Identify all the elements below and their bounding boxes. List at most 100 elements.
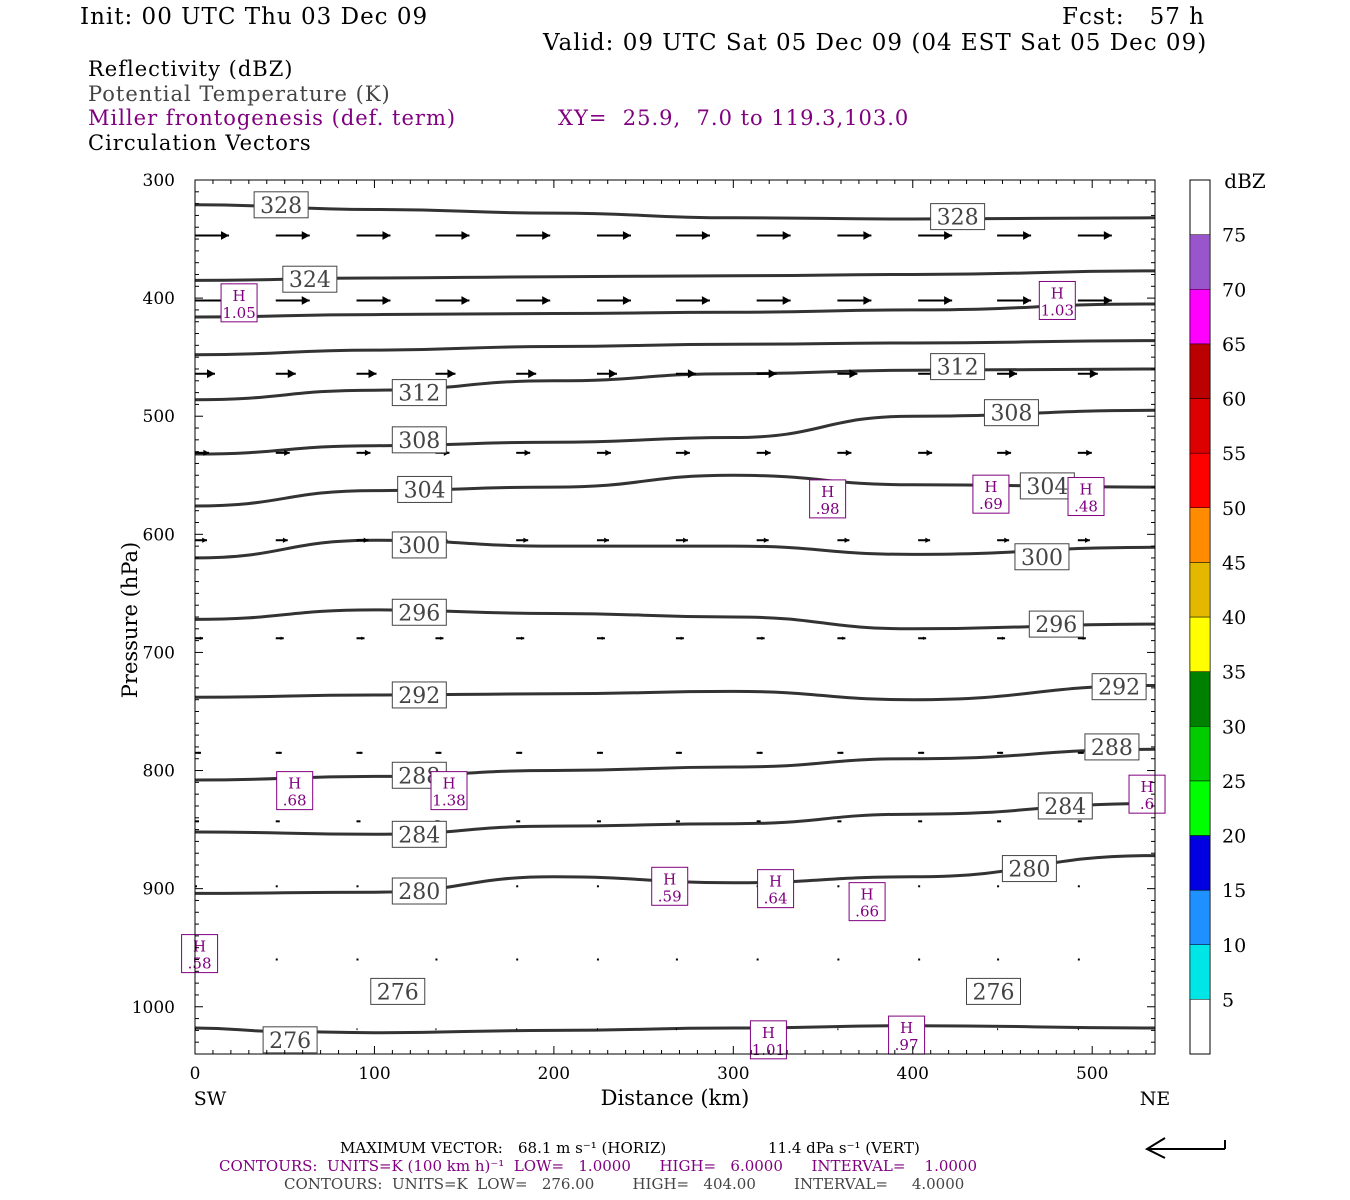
circulation-vector-head	[944, 231, 953, 240]
theta-contour-328	[194, 203, 1156, 221]
circulation-vector-head	[1000, 751, 1004, 755]
fronto-high-symbol: H	[900, 1019, 913, 1037]
max-vector-label: MAXIMUM VECTOR:	[340, 1139, 503, 1157]
fronto-high-symbol: H	[861, 886, 874, 904]
theta-label: 296	[1035, 613, 1077, 638]
fronto-high-box	[809, 479, 847, 519]
colorbar-swatch	[1189, 835, 1211, 891]
theta-label-box	[1091, 673, 1147, 701]
circulation-vector-head	[944, 296, 953, 305]
theta-label-box	[391, 531, 447, 559]
theta-label: 300	[1021, 546, 1063, 571]
circulation-vector-head	[763, 537, 769, 543]
circulation-vector-head	[301, 231, 310, 240]
theta-label-box	[930, 203, 986, 231]
circulation-vector-head	[678, 820, 680, 823]
circulation-vector-head	[683, 537, 688, 543]
theta-contour-316	[194, 339, 1156, 357]
fronto-high-value: 1.03	[1041, 301, 1074, 319]
theta-contour-288	[194, 747, 1156, 782]
circulation-vector-head	[1009, 369, 1018, 379]
circulation-vector-head	[203, 449, 209, 456]
theta-label-box	[391, 681, 447, 709]
colorbar-swatch	[1189, 398, 1211, 454]
circulation-vector-head	[279, 751, 282, 755]
x-tick-label: 300	[717, 1064, 749, 1084]
circulation-vector-head	[680, 636, 684, 641]
theta-label: 308	[398, 429, 440, 454]
circulation-vector-head	[368, 369, 377, 379]
colorbar-label: 65	[1222, 334, 1246, 356]
fronto-high-value: .68	[283, 792, 307, 810]
circulation-vector-head	[202, 537, 207, 543]
circulation-vector-head	[461, 231, 470, 240]
circulation-vector-head	[364, 449, 371, 456]
circulation-vector-head	[1103, 231, 1112, 240]
reference-vector-arrow	[1144, 1137, 1226, 1159]
circulation-vector-head	[782, 231, 791, 240]
fronto-high-value: .98	[816, 500, 840, 518]
circulation-vector-head	[920, 820, 923, 823]
circulation-vector-head	[849, 369, 858, 379]
circulation-vector-head	[1081, 751, 1084, 755]
theta-label: 312	[937, 356, 979, 381]
circulation-vector-head	[1023, 231, 1032, 240]
circulation-vector-head	[519, 751, 523, 755]
circulation-vector-head	[199, 636, 203, 641]
colorbar-label: 15	[1222, 880, 1246, 902]
fronto-high-value: .97	[895, 1036, 919, 1054]
colorbar-label: 20	[1222, 826, 1246, 848]
theta-label-box	[282, 265, 338, 293]
colorbar-title: dBZ	[1224, 169, 1266, 193]
field-frontogenesis: Miller frontogenesis (def. term)	[88, 106, 457, 130]
circulation-vector-head	[761, 636, 765, 641]
y-tick-label: 400	[143, 289, 175, 309]
circulation-vector-head	[542, 231, 551, 240]
circulation-vector-head	[1103, 296, 1112, 305]
colorbar-swatch	[1189, 289, 1211, 345]
colorbar-swatch	[1189, 507, 1211, 563]
max-vector-vert: 11.4 dPa s⁻¹ (VERT)	[768, 1139, 920, 1157]
theta-label: 296	[398, 601, 440, 626]
circulation-vector-head	[839, 820, 842, 823]
circulation-vector-head	[605, 449, 611, 456]
circulation-vector-head	[440, 636, 444, 641]
x-tick-label: 400	[897, 1064, 929, 1084]
colorbar-label: 10	[1222, 935, 1246, 957]
fronto-high-box	[1038, 280, 1076, 320]
theta-label: 276	[973, 980, 1015, 1005]
theta-label: 280	[398, 880, 440, 905]
circulation-vector-head	[925, 537, 931, 543]
circulation-vector-head	[622, 231, 631, 240]
circulation-vector-head	[518, 820, 521, 823]
circulation-vector-head	[845, 449, 852, 456]
circulation-vector-head	[358, 820, 361, 823]
theta-label-box	[391, 877, 447, 905]
fronto-high-symbol: H	[1140, 778, 1153, 796]
colorbar-swatch	[1189, 616, 1211, 672]
circulation-vector-head	[361, 636, 365, 641]
fronto-high-symbol: H	[193, 938, 206, 956]
theta-contour-296	[194, 608, 1156, 631]
theta-label: 324	[289, 268, 331, 293]
theta-label: 288	[1091, 736, 1133, 761]
theta-contour-284	[194, 802, 1156, 836]
theta-contour-276	[194, 1024, 1156, 1035]
circulation-vector-head	[765, 449, 771, 456]
fronto-high-symbol: H	[288, 775, 301, 793]
fronto-high-value: .58	[188, 955, 212, 973]
fronto-high-value: 1.38	[432, 792, 465, 810]
theta-label-box	[1084, 733, 1140, 761]
fronto-high-box	[749, 1020, 787, 1060]
theta-label: 284	[1044, 795, 1086, 820]
fronto-high-box	[276, 771, 314, 811]
circulation-vector-head	[523, 537, 529, 543]
fronto-high-value: .69	[979, 495, 1003, 513]
theta-contour-324	[194, 269, 1156, 282]
colorbar-swatch	[1189, 944, 1211, 1000]
circulation-vector-head	[360, 751, 363, 755]
y-tick-label: 700	[143, 643, 175, 663]
circulation-vector-head	[599, 820, 601, 823]
colorbar-swatch	[1189, 671, 1211, 727]
theta-label-box	[397, 475, 453, 503]
